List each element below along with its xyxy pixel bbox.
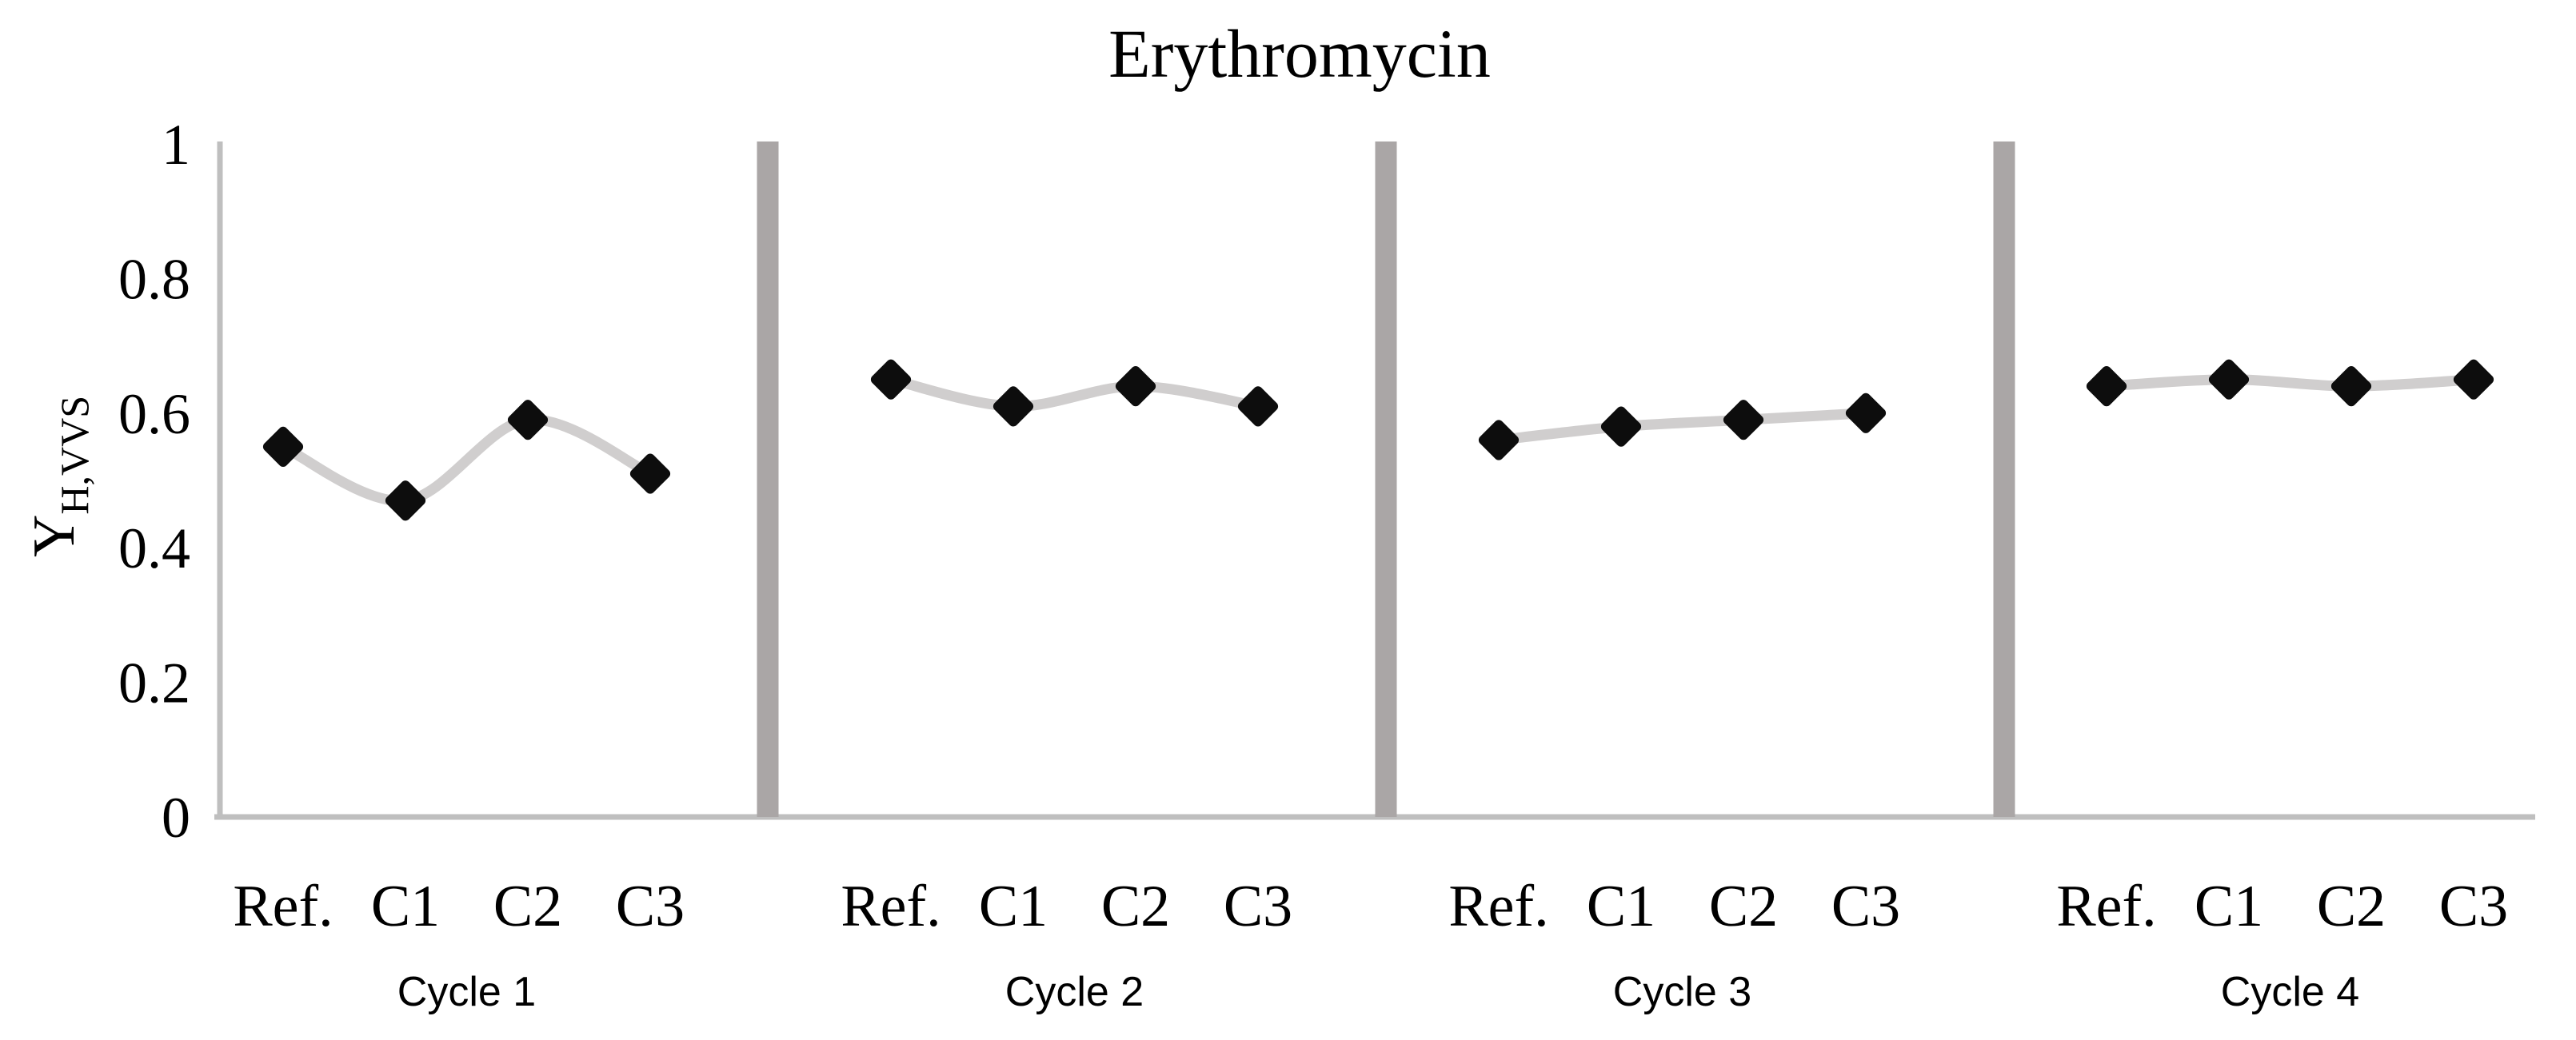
x-tick-label: Ref. — [841, 874, 941, 939]
x-tick-label: C2 — [1709, 874, 1778, 939]
x-tick-label: C3 — [616, 874, 685, 939]
y-tick-label: 0.8 — [118, 247, 190, 311]
panel-separator-bar — [757, 141, 779, 817]
x-tick-label: C2 — [2317, 874, 2386, 939]
panel-separator-bar — [1375, 141, 1397, 817]
data-point-marker — [1600, 406, 1642, 447]
data-point-marker — [629, 453, 671, 494]
series-line — [2101, 374, 2479, 392]
data-point-marker — [262, 426, 304, 467]
data-point-marker — [2208, 359, 2250, 400]
data-point-marker — [992, 386, 1034, 427]
x-tick-label: Ref. — [2056, 874, 2156, 939]
cycle-group-label: Cycle 2 — [1005, 969, 1144, 1015]
series-line — [885, 374, 1264, 412]
data-point-marker — [2453, 359, 2494, 400]
x-tick-label: C1 — [979, 874, 1048, 939]
x-tick-label: Ref. — [1448, 874, 1548, 939]
cycle-group-label: Cycle 3 — [1613, 969, 1751, 1015]
y-tick-label: 1 — [162, 113, 190, 177]
cycle-group-label: Cycle 1 — [397, 969, 536, 1015]
data-point-marker — [507, 400, 549, 440]
y-tick-label: 0.6 — [118, 382, 190, 446]
y-axis-title-symbol: Y — [22, 515, 87, 557]
cycle-group-label: Cycle 4 — [2221, 969, 2359, 1015]
x-tick-label: C1 — [371, 874, 440, 939]
x-tick-label: C3 — [1831, 874, 1900, 939]
data-point-marker — [1115, 366, 1156, 407]
chart-title: Erythromycin — [1108, 15, 1491, 92]
y-tick-label: 0.4 — [118, 516, 190, 580]
data-point-marker — [2330, 366, 2372, 407]
data-point-marker — [1723, 400, 1764, 440]
y-tick-label: 0 — [162, 786, 190, 850]
data-point-marker — [1845, 392, 1887, 433]
x-tick-label: C1 — [2195, 874, 2263, 939]
x-tick-label: C2 — [1101, 874, 1170, 939]
panel-separator-bar — [1993, 141, 2015, 817]
data-point-marker — [1478, 420, 1520, 460]
x-tick-label: C2 — [493, 874, 562, 939]
x-tick-label: C1 — [1587, 874, 1655, 939]
data-point-marker — [385, 480, 426, 521]
y-axis-title-subscript: H,VVS — [52, 396, 97, 515]
x-tick-label: C3 — [1224, 874, 1292, 939]
data-point-marker — [2086, 366, 2127, 407]
y-tick-label: 0.2 — [118, 651, 190, 715]
series-line — [278, 414, 656, 506]
x-tick-label: Ref. — [233, 874, 333, 939]
series-line — [1493, 408, 1871, 445]
data-point-marker — [1237, 386, 1279, 427]
x-tick-label: C3 — [2439, 874, 2508, 939]
plot-generated-content: 1 0.8 0.6 0.4 0.2 0 Ref. C1 C2 C3 Cycle 1 Ref. C1 C2 C… — [118, 113, 2535, 1015]
data-point-marker — [870, 359, 912, 400]
y-axis-title: YH,VVS — [22, 396, 97, 557]
